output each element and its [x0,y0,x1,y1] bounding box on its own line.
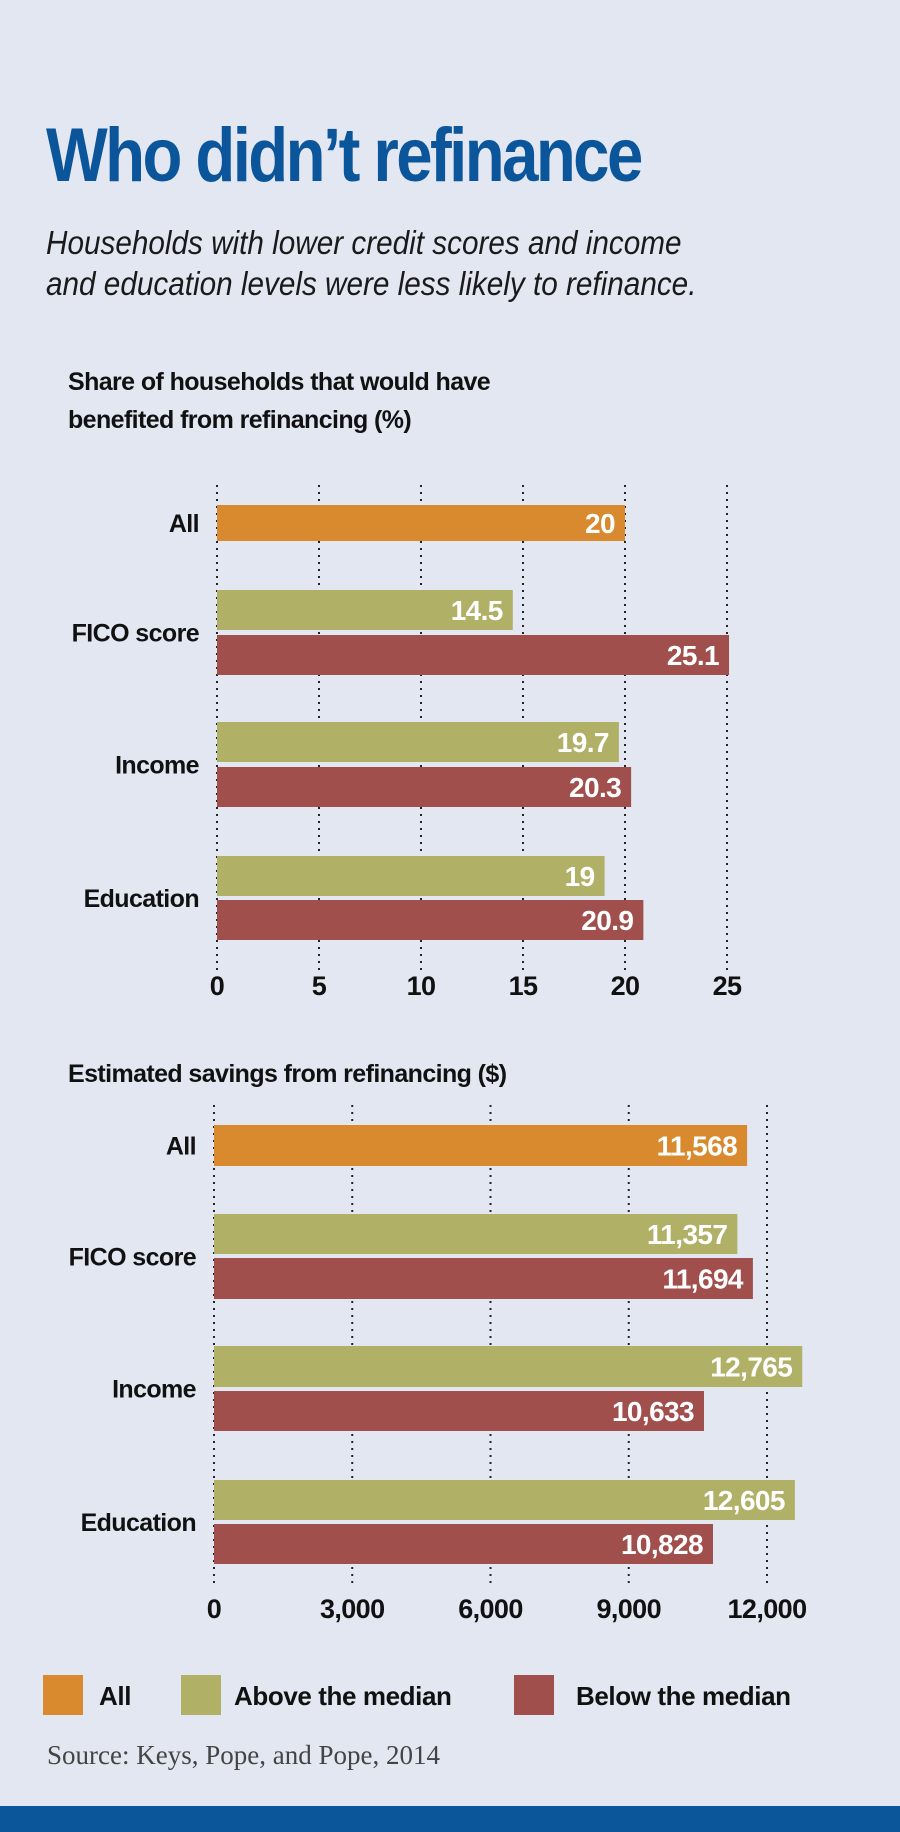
legend-swatch-above [181,1675,221,1715]
tick-label: 0 [210,971,224,1001]
legend-swatch-below [514,1675,554,1715]
tick-label: 12,000 [728,1594,807,1624]
value-label: 20.9 [581,905,633,936]
bar-above [214,1346,803,1387]
value-label: 11,357 [647,1219,728,1250]
tick-label: 5 [312,971,327,1001]
tick-label: 15 [509,971,538,1001]
value-label: 11,568 [657,1131,738,1162]
bar-above [214,1480,795,1520]
value-label: 19.7 [557,727,609,758]
bar-above [217,856,605,896]
bar-below [217,635,730,675]
value-label: 12,605 [703,1485,785,1516]
bar-all [214,1125,748,1166]
value-label: 19 [565,861,595,892]
tick-label: 20 [611,971,640,1001]
value-label: 10,828 [621,1529,703,1560]
category-label: All [169,510,199,538]
tick-label: 6,000 [458,1594,523,1624]
category-label: All [166,1133,196,1161]
tick-label: 10 [407,971,436,1001]
subtitle: Households with lower credit scores and … [46,222,696,304]
value-label: 25.1 [667,640,719,671]
bar-below [214,1258,753,1299]
bar-above [217,590,513,630]
value-label: 20 [585,508,615,539]
category-label: FICO score [72,620,200,648]
value-label: 12,765 [710,1352,792,1383]
footer-bar [0,1806,900,1832]
chart-title: Estimated savings from refinancing ($) [68,1060,507,1088]
bar-above [217,722,619,762]
chart-title: Share of households that would have [68,368,491,396]
category-label: Income [112,1376,197,1404]
tick-label: 3,000 [320,1594,385,1624]
category-label: Income [115,752,200,780]
source-note: Source: Keys, Pope, and Pope, 2014 [47,1740,440,1770]
bar-below [214,1391,705,1431]
value-label: 14.5 [451,595,503,626]
value-label: 11,694 [662,1264,744,1295]
bar-all [217,505,625,541]
value-label: 20.3 [569,772,621,803]
category-label: FICO score [69,1244,197,1272]
page-title: Who didn’t refinance [46,113,643,198]
tick-label: 25 [713,971,742,1001]
legend-label: Above the median [234,1681,452,1711]
legend-label: Below the median [576,1681,791,1711]
value-label: 10,633 [612,1396,694,1427]
subtitle-line-2: and education levels were less likely to… [46,265,697,302]
chart-title: benefited from refinancing (%) [68,406,411,434]
bar-above [214,1214,738,1254]
tick-label: 9,000 [596,1594,661,1624]
category-label: Education [84,885,199,913]
category-label: Education [81,1509,196,1537]
bar-below [217,900,644,940]
bar-below [214,1524,713,1564]
legend-swatch-all [43,1675,83,1715]
tick-label: 0 [207,1594,221,1624]
subtitle-line-1: Households with lower credit scores and … [46,224,682,261]
bar-below [217,767,632,807]
legend-label: All [99,1681,131,1711]
